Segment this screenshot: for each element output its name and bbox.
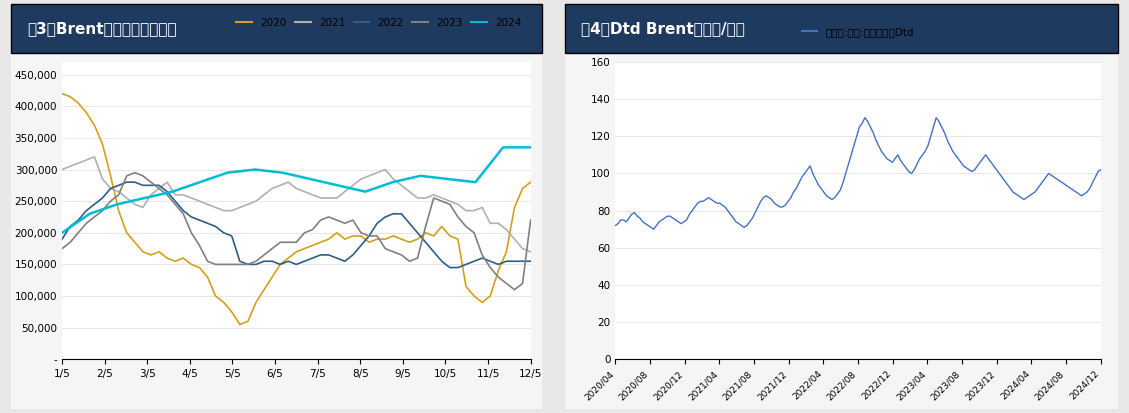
Text: 图3：Brent基金净持仓（手）: 图3：Brent基金净持仓（手）: [27, 21, 177, 36]
Text: 图4：Dtd Brent（美元/桶）: 图4：Dtd Brent（美元/桶）: [581, 21, 745, 36]
FancyBboxPatch shape: [11, 4, 542, 53]
Legend: 2020, 2021, 2022, 2023, 2024: 2020, 2021, 2022, 2023, 2024: [233, 14, 525, 32]
Legend: 现货价:原油:英国布伦特Dtd: 现货价:原油:英国布伦特Dtd: [798, 23, 918, 41]
FancyBboxPatch shape: [564, 4, 1118, 53]
